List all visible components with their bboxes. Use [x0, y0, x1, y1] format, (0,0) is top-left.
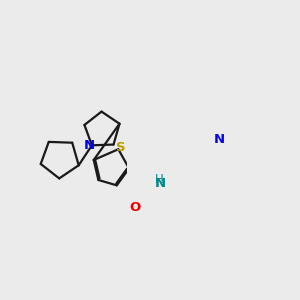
Text: H: H: [155, 173, 164, 186]
Text: O: O: [130, 200, 141, 214]
Text: N: N: [214, 133, 225, 146]
Text: N: N: [84, 139, 95, 152]
Text: N: N: [154, 177, 165, 190]
Text: S: S: [116, 141, 125, 154]
